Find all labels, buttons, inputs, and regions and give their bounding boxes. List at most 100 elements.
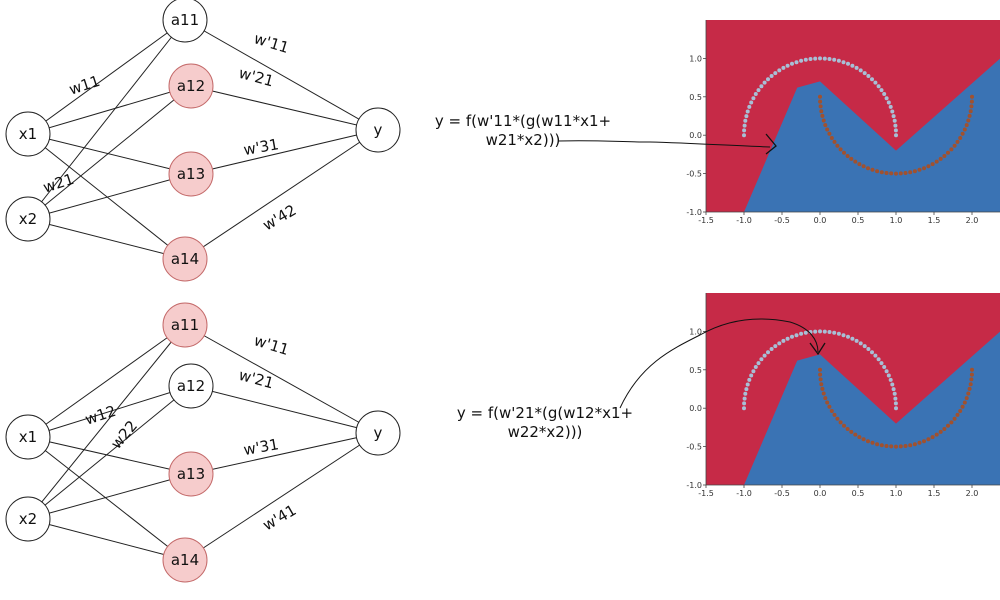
upper-moon-point bbox=[873, 80, 878, 85]
bottom-output-edge bbox=[190, 385, 379, 434]
lower-moon-point bbox=[934, 432, 939, 437]
decision-plot-1: -1.5 -1.0 -0.5 0.0 0.5 1.0 1.5 2.01.00.50.0-0.5… bbox=[686, 293, 1000, 498]
upper-moon-point bbox=[854, 338, 859, 343]
lower-moon-point bbox=[845, 154, 850, 158]
upper-moon-point bbox=[882, 365, 887, 369]
upper-moon-point bbox=[744, 387, 749, 392]
upper-moon-point bbox=[790, 61, 794, 66]
lower-moon-point bbox=[853, 432, 858, 437]
lower-moon-point bbox=[845, 427, 850, 431]
upper-moon-point bbox=[813, 56, 818, 61]
upper-moon-point bbox=[813, 329, 818, 334]
lower-moon-point bbox=[838, 147, 843, 152]
top-input-node-label: x2 bbox=[19, 210, 37, 228]
upper-moon-point bbox=[808, 57, 813, 61]
lower-moon-point bbox=[894, 444, 898, 449]
y-tick-label: 1.0 bbox=[689, 327, 702, 336]
upper-moon-point bbox=[888, 377, 893, 382]
upper-moon-point bbox=[769, 347, 774, 351]
upper-moon-point bbox=[884, 96, 889, 101]
bottom-input-weight-label: w22 bbox=[107, 417, 141, 453]
lower-moon-point bbox=[960, 404, 965, 409]
lower-moon-series bbox=[818, 367, 974, 449]
upper-moon-point bbox=[879, 88, 884, 93]
lower-moon-point bbox=[894, 171, 898, 176]
upper-moon-point bbox=[850, 336, 855, 341]
top-pointer-arrow bbox=[557, 140, 771, 148]
top-input-node bbox=[5, 196, 51, 242]
lower-moon-point bbox=[821, 391, 826, 396]
upper-moon-point bbox=[886, 100, 891, 105]
plot-axes: -1.5 -1.0 -0.5 0.0 0.5 1.0 1.5 2.01.00.50.0-0.5… bbox=[686, 293, 1000, 498]
lower-moon-point bbox=[870, 440, 875, 445]
lower-moon-point bbox=[884, 444, 889, 448]
bottom-input-node bbox=[5, 496, 51, 542]
top-input-edge bbox=[27, 173, 192, 220]
bottom-output-edge bbox=[184, 432, 379, 561]
lower-moon-point bbox=[968, 109, 973, 114]
plot-area bbox=[706, 293, 1000, 485]
upper-moon-point bbox=[854, 65, 859, 70]
top-output-node-label: y bbox=[374, 121, 383, 139]
bottom-output-node-label: y bbox=[374, 424, 383, 442]
upper-moon-point bbox=[886, 373, 891, 378]
upper-moon-point bbox=[888, 104, 893, 109]
lower-moon-series bbox=[818, 94, 974, 176]
lower-moon-point bbox=[866, 166, 870, 171]
top-hidden-node-label: a11 bbox=[171, 11, 199, 29]
lower-moon-point bbox=[922, 439, 926, 444]
top-hidden-node-label: a13 bbox=[177, 165, 205, 183]
top-output-weight-label: w'31 bbox=[242, 135, 280, 159]
bottom-input-edge bbox=[27, 473, 192, 520]
lower-moon-point bbox=[917, 167, 922, 172]
upper-moon-point bbox=[777, 68, 782, 73]
upper-moon-point bbox=[785, 336, 790, 341]
upper-moon-point bbox=[818, 329, 822, 334]
upper-moon-point bbox=[745, 109, 750, 114]
upper-moon-point bbox=[742, 123, 747, 128]
top-output-weight-label: w'11 bbox=[252, 29, 291, 57]
lower-moon-point bbox=[969, 104, 974, 109]
upper-moon-point bbox=[870, 350, 874, 355]
upper-moon-point bbox=[846, 61, 850, 66]
bottom-input-edge bbox=[27, 385, 192, 438]
upper-moon-point bbox=[862, 344, 867, 349]
upper-moon-point bbox=[892, 118, 897, 123]
lower-moon-point bbox=[955, 139, 960, 144]
top-hidden-node bbox=[168, 63, 214, 109]
bottom-formula-line2: w22*x2))) bbox=[507, 423, 583, 441]
bottom-hidden-node-label: a14 bbox=[171, 551, 199, 569]
x-tick-label: 1.5 bbox=[928, 489, 941, 498]
plot-area bbox=[706, 20, 1000, 212]
bottom-input-edge bbox=[27, 324, 186, 438]
lower-moon-point bbox=[908, 443, 913, 448]
lower-moon-point bbox=[969, 377, 974, 382]
lower-moon-point bbox=[825, 400, 830, 405]
upper-moon-point bbox=[892, 391, 897, 396]
lower-moon-point bbox=[857, 162, 862, 167]
upper-moon-point bbox=[870, 77, 874, 82]
top-input-edge bbox=[27, 85, 192, 220]
top-hidden-node-label: a14 bbox=[171, 250, 199, 268]
upper-moon-point bbox=[894, 133, 898, 138]
lower-moon-point bbox=[964, 396, 969, 401]
y-tick-label: 0.5 bbox=[689, 93, 702, 102]
lower-moon-point bbox=[960, 131, 965, 136]
x-tick-label: -1.5 bbox=[698, 216, 714, 225]
lower-moon-point bbox=[818, 377, 823, 382]
lower-moon-point bbox=[934, 159, 939, 164]
upper-moon-point bbox=[846, 334, 850, 339]
lower-moon-point bbox=[962, 127, 967, 132]
top-output-edge bbox=[190, 129, 379, 175]
upper-moon-point bbox=[822, 329, 827, 334]
lower-moon-point bbox=[969, 99, 974, 104]
lower-moon-point bbox=[903, 171, 908, 175]
upper-moon-point bbox=[756, 361, 761, 366]
bottom-hidden-node bbox=[168, 363, 214, 409]
upper-moon-point bbox=[762, 353, 767, 358]
top-input-weight-label: w11 bbox=[67, 72, 102, 99]
bottom-arrowhead bbox=[809, 342, 826, 356]
upper-moon-point bbox=[769, 74, 774, 78]
upper-moon-point bbox=[743, 391, 748, 396]
